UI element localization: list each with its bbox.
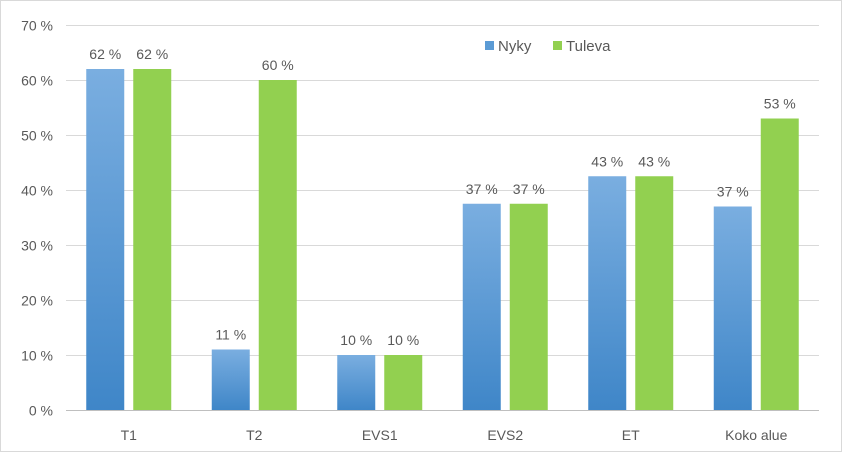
y-tick-label: 0 %	[29, 403, 53, 419]
data-label: 62 %	[89, 46, 121, 62]
data-label: 43 %	[638, 153, 670, 169]
y-tick-label: 50 %	[21, 128, 53, 144]
category-label: ET	[622, 427, 640, 443]
data-label: 37 %	[513, 181, 545, 197]
bar-tuleva-evs1	[384, 355, 423, 410]
data-label: 10 %	[387, 332, 419, 348]
bar-nyky-t1	[86, 69, 125, 410]
legend-swatch-tuleva	[553, 41, 562, 50]
data-label: 37 %	[717, 184, 749, 200]
data-label: 11 %	[215, 327, 246, 343]
category-label: EVS2	[487, 427, 523, 443]
bar-nyky-koko-alue	[713, 206, 752, 410]
category-label: Koko alue	[725, 427, 787, 443]
bar-nyky-et	[588, 176, 627, 410]
data-label: 37 %	[466, 181, 498, 197]
y-tick-label: 10 %	[21, 348, 53, 364]
bar-nyky-t2	[211, 349, 250, 410]
y-tick-label: 20 %	[21, 293, 53, 309]
bar-tuleva-evs2	[509, 203, 548, 410]
bar-tuleva-koko-alue	[760, 118, 799, 410]
x-axis-category-labels: T1 T2 EVS1 EVS2 ET Koko alue	[121, 427, 788, 443]
data-label: 10 %	[340, 332, 372, 348]
bars	[86, 69, 799, 410]
data-labels: 62 % 62 % 11 % 60 % 10 % 10 % 37 % 37 % 43 % 43 %…	[89, 46, 795, 348]
legend-label-nyky: Nyky	[498, 38, 532, 55]
gridlines	[66, 25, 819, 411]
legend: Nyky Tuleva	[485, 38, 611, 55]
bar-tuleva-et	[635, 176, 674, 410]
category-label: T1	[121, 427, 138, 443]
bar-tuleva-t2	[258, 80, 297, 410]
y-tick-label: 30 %	[21, 238, 53, 254]
bar-tuleva-t1	[133, 69, 172, 410]
data-label: 62 %	[136, 46, 168, 62]
y-tick-label: 60 %	[21, 73, 53, 89]
y-axis-tick-labels: 0 % 10 % 20 % 30 % 40 % 50 % 60 % 70 %	[21, 18, 53, 419]
category-label: T2	[246, 427, 263, 443]
legend-label-tuleva: Tuleva	[566, 38, 611, 55]
data-label: 53 %	[764, 96, 796, 112]
bar-nyky-evs2	[462, 203, 501, 410]
y-tick-label: 70 %	[21, 18, 53, 34]
data-label: 43 %	[591, 153, 623, 169]
legend-swatch-nyky	[485, 41, 494, 50]
category-label: EVS1	[362, 427, 398, 443]
y-tick-label: 40 %	[21, 183, 53, 199]
bar-nyky-evs1	[337, 355, 376, 410]
data-label: 60 %	[262, 57, 294, 73]
